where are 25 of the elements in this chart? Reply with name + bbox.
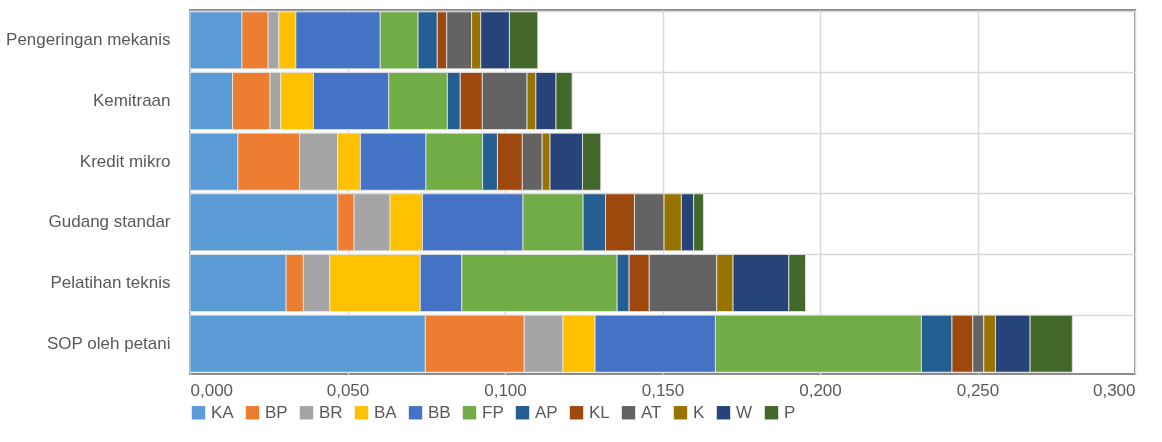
x-tick-label: 0,050 xyxy=(326,380,370,400)
legend-label: FP xyxy=(482,402,504,422)
legend-label: BR xyxy=(319,402,343,422)
x-tick-label: 0,300 xyxy=(1092,380,1136,400)
x-tick-label: 0,250 xyxy=(956,380,1000,400)
y-tick-label: Pelatihan teknis xyxy=(50,273,171,292)
x-tick-label: 0,150 xyxy=(641,380,685,400)
y-tick-label: SOP oleh petani xyxy=(47,333,171,353)
x-tick-label: 0,100 xyxy=(484,380,527,400)
legend-label: KA xyxy=(211,402,235,422)
legend-label: KL xyxy=(589,402,610,422)
x-tick-label: 0,200 xyxy=(799,380,842,400)
legend-label: BP xyxy=(265,402,288,422)
legend-label: P xyxy=(784,402,796,422)
x-tick-label: 0,000 xyxy=(190,380,234,400)
legend-label: K xyxy=(693,402,705,422)
legend-label: AT xyxy=(641,402,662,422)
y-tick-label: Kredit mikro xyxy=(79,151,171,171)
y-tick-label: Gudang standar xyxy=(48,212,171,232)
legend-label: W xyxy=(736,402,753,422)
y-tick-label: Kemitraan xyxy=(93,91,171,110)
legend-label: BB xyxy=(428,402,451,422)
legend-label: AP xyxy=(535,402,558,422)
y-tick-label: Pengeringan mekanis xyxy=(6,30,171,50)
legend-label: BA xyxy=(374,402,398,422)
